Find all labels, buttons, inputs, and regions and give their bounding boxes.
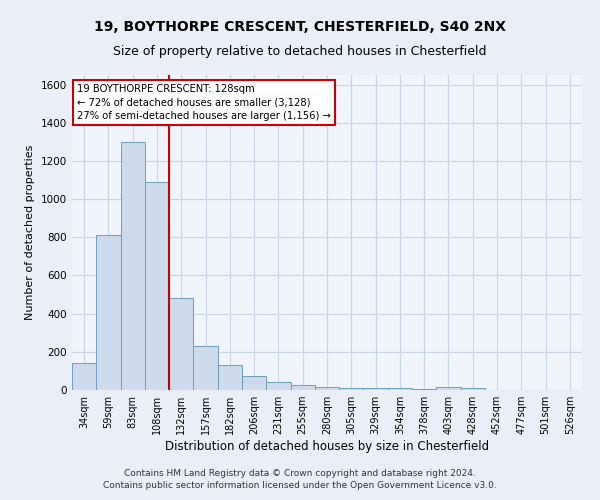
Bar [364, 388, 388, 390]
Bar [461, 388, 485, 390]
Bar [96, 236, 121, 390]
Text: Size of property relative to detached houses in Chesterfield: Size of property relative to detached ho… [113, 45, 487, 58]
Bar [218, 365, 242, 390]
Bar [339, 388, 364, 390]
Y-axis label: Number of detached properties: Number of detached properties [25, 145, 35, 320]
Bar [436, 387, 461, 390]
Bar [412, 389, 436, 390]
Bar [290, 385, 315, 390]
Bar [169, 298, 193, 390]
Bar [266, 382, 290, 390]
Bar [388, 388, 412, 390]
Text: 19, BOYTHORPE CRESCENT, CHESTERFIELD, S40 2NX: 19, BOYTHORPE CRESCENT, CHESTERFIELD, S4… [94, 20, 506, 34]
Bar [315, 387, 339, 390]
Bar [193, 346, 218, 390]
Bar [121, 142, 145, 390]
Text: 19 BOYTHORPE CRESCENT: 128sqm
← 72% of detached houses are smaller (3,128)
27% o: 19 BOYTHORPE CRESCENT: 128sqm ← 72% of d… [77, 84, 331, 121]
X-axis label: Distribution of detached houses by size in Chesterfield: Distribution of detached houses by size … [165, 440, 489, 453]
Bar [145, 182, 169, 390]
Bar [242, 376, 266, 390]
Bar [72, 364, 96, 390]
Text: Contains HM Land Registry data © Crown copyright and database right 2024.
Contai: Contains HM Land Registry data © Crown c… [103, 468, 497, 490]
